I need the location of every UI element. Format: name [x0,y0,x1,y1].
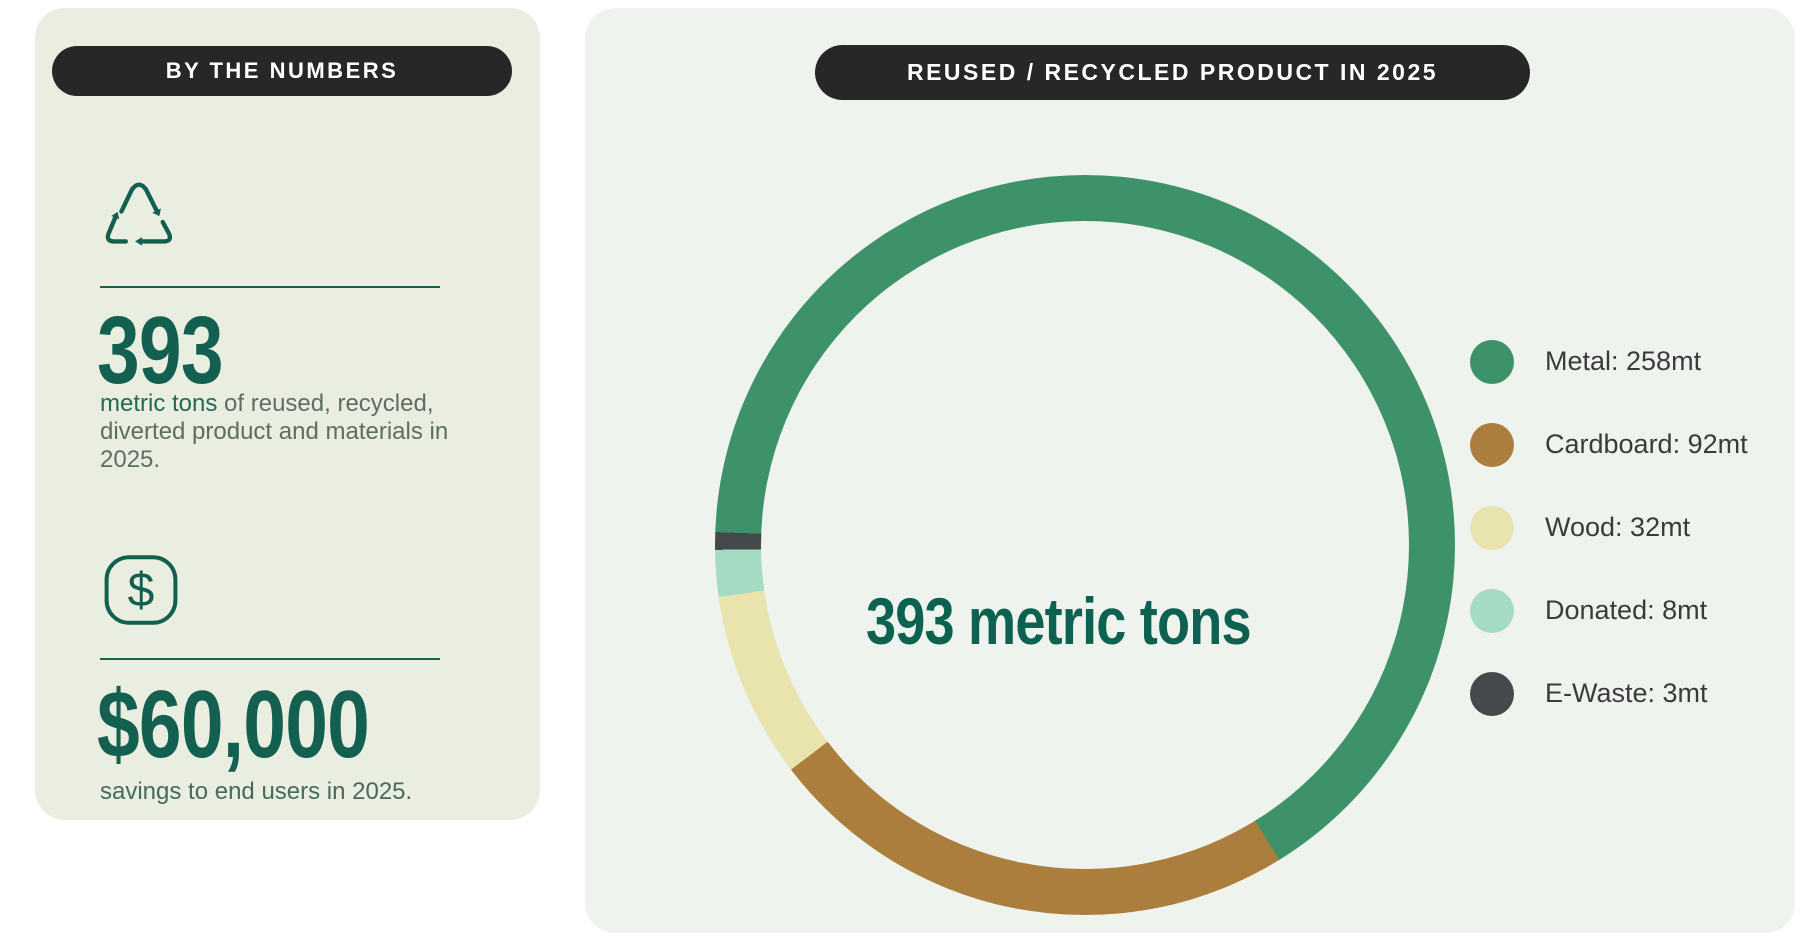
donut-center-label: 393 metric tons [866,584,1252,658]
by-the-numbers-panel: BY THE NUMBERS 393 metric tons of reused… [35,8,540,820]
metric-tons-value: 393 [97,297,224,404]
legend-item: Metal: 258mt [1470,338,1748,385]
legend-swatch [1470,339,1514,384]
metric-tons-description-strong: metric tons [100,390,218,417]
right-panel-title: REUSED / RECYCLED PRODUCT IN 2025 [906,59,1439,85]
legend-item: Wood: 32mt [1470,504,1748,551]
metric-tons-description: metric tons of reused, recycled, diverte… [100,390,460,474]
legend-swatch [1470,505,1514,550]
donut-hole [761,221,1409,869]
legend-swatch [1470,588,1514,633]
savings-value: $60,000 [97,671,370,778]
svg-text:$: $ [128,564,155,617]
legend-label: Cardboard: 92mt [1545,429,1748,459]
divider-line [100,286,440,288]
right-panel-title-pill: REUSED / RECYCLED PRODUCT IN 2025 [815,45,1530,100]
legend-label: Donated: 8mt [1545,595,1708,625]
recycled-product-panel: REUSED / RECYCLED PRODUCT IN 2025 393 me… [585,8,1795,933]
legend-label: E-Waste: 3mt [1545,678,1708,708]
donut-chart: 393 metric tons [715,175,1455,915]
legend-item: E-Waste: 3mt [1470,670,1748,717]
legend-item: Cardboard: 92mt [1470,421,1748,468]
legend-swatch [1470,671,1514,716]
metric-tons-description-rest: of reused, recycled, diverted product an… [100,390,449,473]
legend-label: Wood: 32mt [1545,512,1691,542]
recycle-icon [95,171,183,259]
legend-swatch [1470,422,1514,467]
legend-label: Metal: 258mt [1545,346,1702,376]
chart-legend: Metal: 258mt Cardboard: 92mt Wood: 32mt Don… [1470,338,1748,717]
divider-line [100,658,440,660]
savings-description: savings to end users in 2025. [100,778,413,805]
left-panel-title: BY THE NUMBERS [165,58,399,83]
legend-item: Donated: 8mt [1470,587,1748,634]
dollar-icon: $ [100,550,182,630]
left-panel-title-pill: BY THE NUMBERS [52,46,512,96]
